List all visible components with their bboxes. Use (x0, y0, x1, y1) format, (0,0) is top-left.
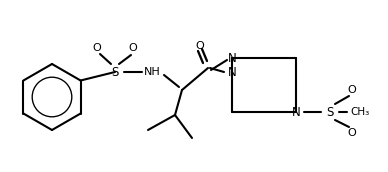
Text: O: O (129, 43, 137, 53)
Text: N: N (228, 66, 236, 78)
Text: O: O (196, 41, 204, 51)
Text: O: O (348, 85, 356, 95)
Text: N: N (292, 105, 300, 119)
Text: S: S (111, 66, 119, 78)
Text: CH₃: CH₃ (350, 107, 370, 117)
Text: O: O (348, 128, 356, 138)
Text: N: N (228, 51, 236, 64)
Text: O: O (93, 43, 101, 53)
Text: S: S (326, 105, 334, 119)
Text: NH: NH (144, 67, 160, 77)
